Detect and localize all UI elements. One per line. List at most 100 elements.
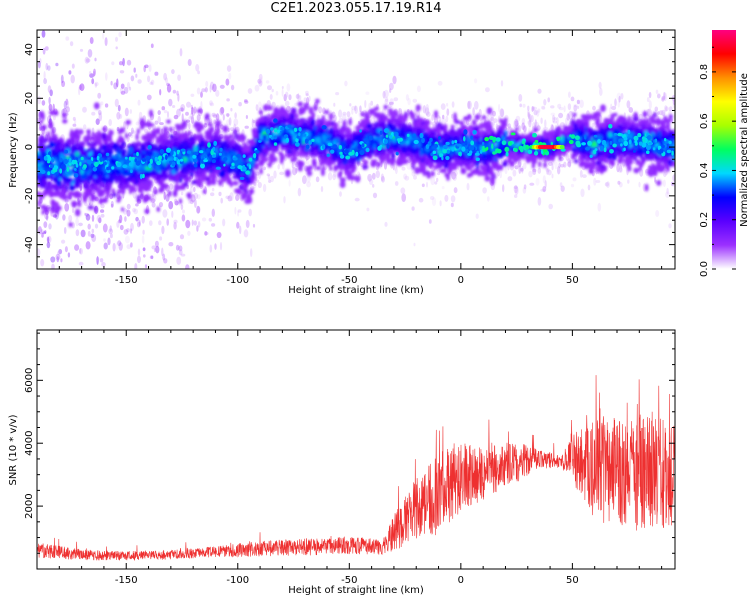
heatmap-cell (200, 136, 205, 141)
heatmap-speck (247, 88, 253, 94)
heatmap-speck (65, 36, 70, 41)
heatmap-speck (418, 197, 424, 203)
heatmap-speck (119, 214, 123, 224)
heatmap-speck (372, 184, 375, 188)
heatmap-cell (38, 119, 44, 124)
heatmap-speck (179, 107, 185, 112)
heatmap-cell (610, 113, 615, 121)
heatmap-speck (315, 176, 320, 183)
heatmap-speck (230, 84, 235, 91)
heatmap-speck (166, 111, 170, 118)
heatmap-speck (188, 116, 193, 120)
heatmap-speck (560, 185, 565, 192)
heatmap-speck (181, 107, 184, 113)
heatmap-speck (604, 182, 610, 187)
heatmap-speck (551, 124, 554, 131)
heatmap-speck (79, 83, 85, 91)
heatmap-speck (453, 187, 458, 194)
heatmap-speck (48, 223, 52, 230)
heatmap-cell (215, 119, 222, 128)
heatmap-speck (295, 94, 300, 99)
heatmap-speck (209, 244, 213, 253)
heatmap-speck (57, 251, 60, 256)
heatmap-speck (138, 111, 143, 120)
heatmap-speck (563, 105, 566, 113)
heatmap-speck (190, 194, 196, 203)
heatmap-cell (37, 191, 41, 196)
heatmap-speck (349, 103, 352, 107)
heatmap-speck (201, 88, 206, 93)
heatmap-speck (515, 115, 521, 122)
heatmap-speck (201, 217, 207, 222)
heatmap-speck (127, 132, 132, 137)
heatmap-speck (130, 127, 134, 134)
heatmap-speck (204, 87, 208, 93)
heatmap-speck (497, 170, 500, 177)
heatmap-speck (176, 108, 181, 117)
heatmap-speck (262, 183, 267, 193)
heatmap-speck (212, 114, 218, 118)
heatmap-speck (78, 261, 84, 266)
heatmap-speck (102, 31, 105, 40)
heatmap-speck (174, 198, 178, 204)
heatmap-speck (638, 113, 643, 121)
heatmap-speck (118, 242, 123, 251)
heatmap-speck (411, 171, 416, 177)
heatmap-speck (271, 101, 276, 108)
heatmap-speck (135, 121, 140, 126)
heatmap-speck (91, 228, 95, 234)
heatmap-speck (211, 187, 215, 192)
heatmap-speck (422, 105, 427, 114)
heatmap-speck (450, 202, 454, 208)
heatmap-speck (85, 241, 91, 250)
heatmap-speck (380, 173, 384, 182)
heatmap-speck (490, 113, 494, 121)
heatmap-speck (154, 120, 159, 125)
heatmap-speck (134, 263, 138, 269)
heatmap-speck (530, 115, 534, 123)
heatmap-cell (166, 119, 171, 124)
heatmap-speck (514, 194, 518, 199)
heatmap-speck (493, 118, 498, 123)
heatmap-speck (211, 208, 215, 217)
heatmap-speck (115, 36, 118, 42)
heatmap-cell (49, 174, 53, 180)
heatmap-speck (591, 122, 595, 128)
heatmap-speck (655, 89, 659, 95)
heatmap-speck (616, 92, 622, 101)
heatmap-speck (150, 198, 156, 203)
heatmap-speck (186, 101, 191, 108)
heatmap-speck (48, 103, 53, 111)
heatmap-speck (187, 230, 191, 236)
heatmap-speck (513, 120, 516, 128)
heatmap-speck (413, 242, 416, 247)
heatmap-speck (268, 179, 272, 183)
heatmap-speck (197, 221, 201, 228)
heatmap-speck (389, 98, 394, 107)
heatmap-speck (453, 170, 458, 176)
heatmap-speck (338, 109, 343, 118)
heatmap-speck (244, 125, 249, 129)
heatmap-cell (362, 164, 369, 170)
heatmap-speck (124, 107, 129, 117)
heatmap-speck (104, 103, 109, 108)
heatmap-speck (150, 43, 154, 49)
heatmap-speck (136, 221, 141, 228)
heatmap-cell (376, 161, 381, 168)
heatmap-speck (582, 174, 587, 179)
heatmap-speck (436, 177, 439, 182)
heatmap-speck (404, 175, 410, 181)
heatmap-speck (214, 243, 217, 250)
heatmap-speck (654, 106, 659, 112)
heatmap-speck (90, 233, 95, 238)
heatmap-speck (255, 104, 259, 111)
heatmap-speck (270, 175, 274, 183)
heatmap-speck (171, 210, 174, 218)
heatmap-speck (440, 103, 446, 110)
heatmap-speck (194, 198, 197, 208)
heatmap-speck (61, 80, 66, 88)
heatmap-speck (305, 155, 310, 160)
heatmap-cell (351, 165, 355, 172)
heatmap-speck (193, 106, 197, 114)
heatmap-speck (638, 181, 641, 188)
